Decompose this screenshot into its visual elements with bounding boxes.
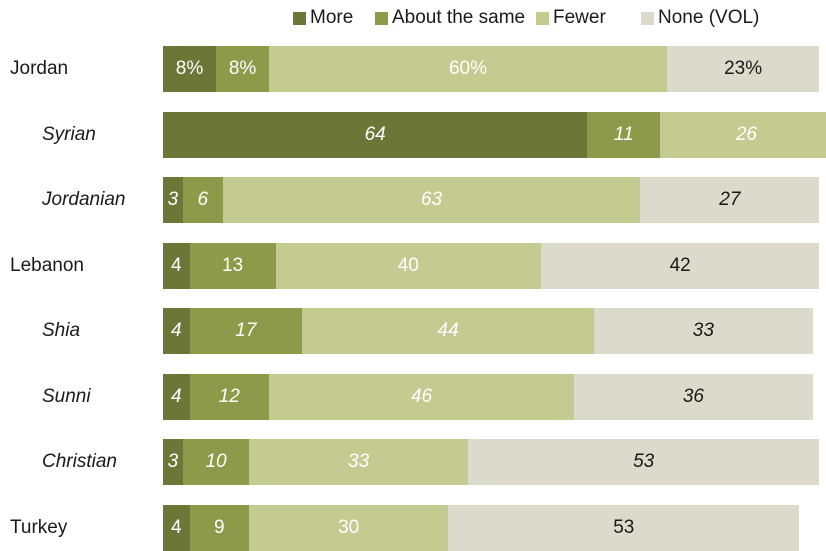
bar-segment (593, 308, 813, 354)
bar-segment (163, 243, 190, 289)
data-label: 17 (235, 320, 257, 341)
data-label: 4 (170, 255, 182, 276)
bar-segment (574, 374, 813, 420)
legend: More About the same Fewer None (VOL) (0, 6, 826, 30)
bar-segment (269, 46, 667, 92)
bar-segment (302, 308, 594, 354)
data-label: 13 (222, 255, 244, 276)
bar-segment (163, 505, 190, 551)
data-label: 3 (167, 451, 179, 472)
bar-segment (163, 177, 183, 223)
bar-segment (163, 308, 190, 354)
bar-segment (249, 439, 468, 485)
row-label: Christian (42, 451, 117, 472)
row-label: Syrian (42, 124, 96, 145)
row-label: Jordanian (42, 189, 126, 210)
data-label: 42 (669, 255, 691, 276)
legend-item-0: More (293, 6, 353, 30)
row-label: Jordan (10, 58, 69, 79)
legend-label: More (310, 7, 354, 28)
bar-segment (540, 243, 820, 289)
bar-segment (666, 46, 820, 92)
data-label: 53 (633, 451, 655, 472)
bar-segment (222, 177, 641, 223)
bar-segment (660, 112, 826, 158)
bar-segment (249, 505, 449, 551)
legend-swatch (536, 11, 549, 25)
bar-segment (163, 112, 588, 158)
data-label: 4 (170, 320, 182, 341)
data-label: 4 (170, 517, 182, 538)
data-label: 26 (735, 124, 757, 145)
data-label: 33 (692, 320, 714, 341)
data-label: 60% (448, 58, 487, 79)
bar-segment (448, 505, 800, 551)
data-label: 53 (613, 517, 635, 538)
legend-label: About the same (392, 7, 526, 28)
legend-label: Fewer (553, 7, 606, 28)
bar-segment (189, 505, 250, 551)
legend-swatch (641, 11, 654, 25)
row-label: Turkey (10, 517, 68, 538)
data-label: 33 (348, 451, 370, 472)
data-label: 9 (214, 517, 225, 538)
legend-item-2: Fewer (536, 6, 606, 30)
bar-segment (640, 177, 820, 223)
data-label: 46 (410, 386, 433, 407)
bar-segment (189, 308, 303, 354)
legend-item-3: None (VOL) (641, 6, 759, 30)
data-label: 8% (175, 58, 204, 79)
data-label: 30 (338, 517, 360, 538)
row-label: Sunni (42, 386, 91, 407)
data-label: 12 (218, 386, 240, 407)
data-label: 44 (437, 320, 459, 341)
data-label: 27 (719, 189, 741, 210)
legend-swatch (293, 11, 306, 25)
legend-swatch (375, 11, 388, 25)
bar-segment (163, 46, 217, 92)
data-label: 6 (197, 189, 209, 210)
data-label: 10 (205, 451, 227, 472)
bar-segment (587, 112, 661, 158)
bar-segment (189, 243, 276, 289)
data-label: 4 (170, 386, 182, 407)
data-label: 63 (420, 189, 443, 210)
row-label: Shia (42, 320, 81, 341)
bar-segment (163, 439, 183, 485)
bar-segment (189, 374, 270, 420)
bar-segment (275, 243, 541, 289)
bar-segment (467, 439, 820, 485)
bar-segment (216, 46, 270, 92)
data-label: 11 (613, 124, 634, 145)
data-label: 8% (228, 58, 257, 79)
row-label: Lebanon (10, 255, 84, 276)
data-label: 3 (167, 189, 179, 210)
bar-segment (182, 177, 223, 223)
bar-segment (182, 439, 250, 485)
data-label: 40 (397, 255, 419, 276)
data-label: 36 (682, 386, 704, 407)
legend-label: None (VOL) (658, 7, 760, 28)
data-label: 64 (364, 124, 386, 145)
bar-segment (269, 374, 575, 420)
legend-item-1: About the same (375, 6, 525, 30)
bar-segment (163, 374, 190, 420)
data-label: 23% (724, 58, 763, 79)
